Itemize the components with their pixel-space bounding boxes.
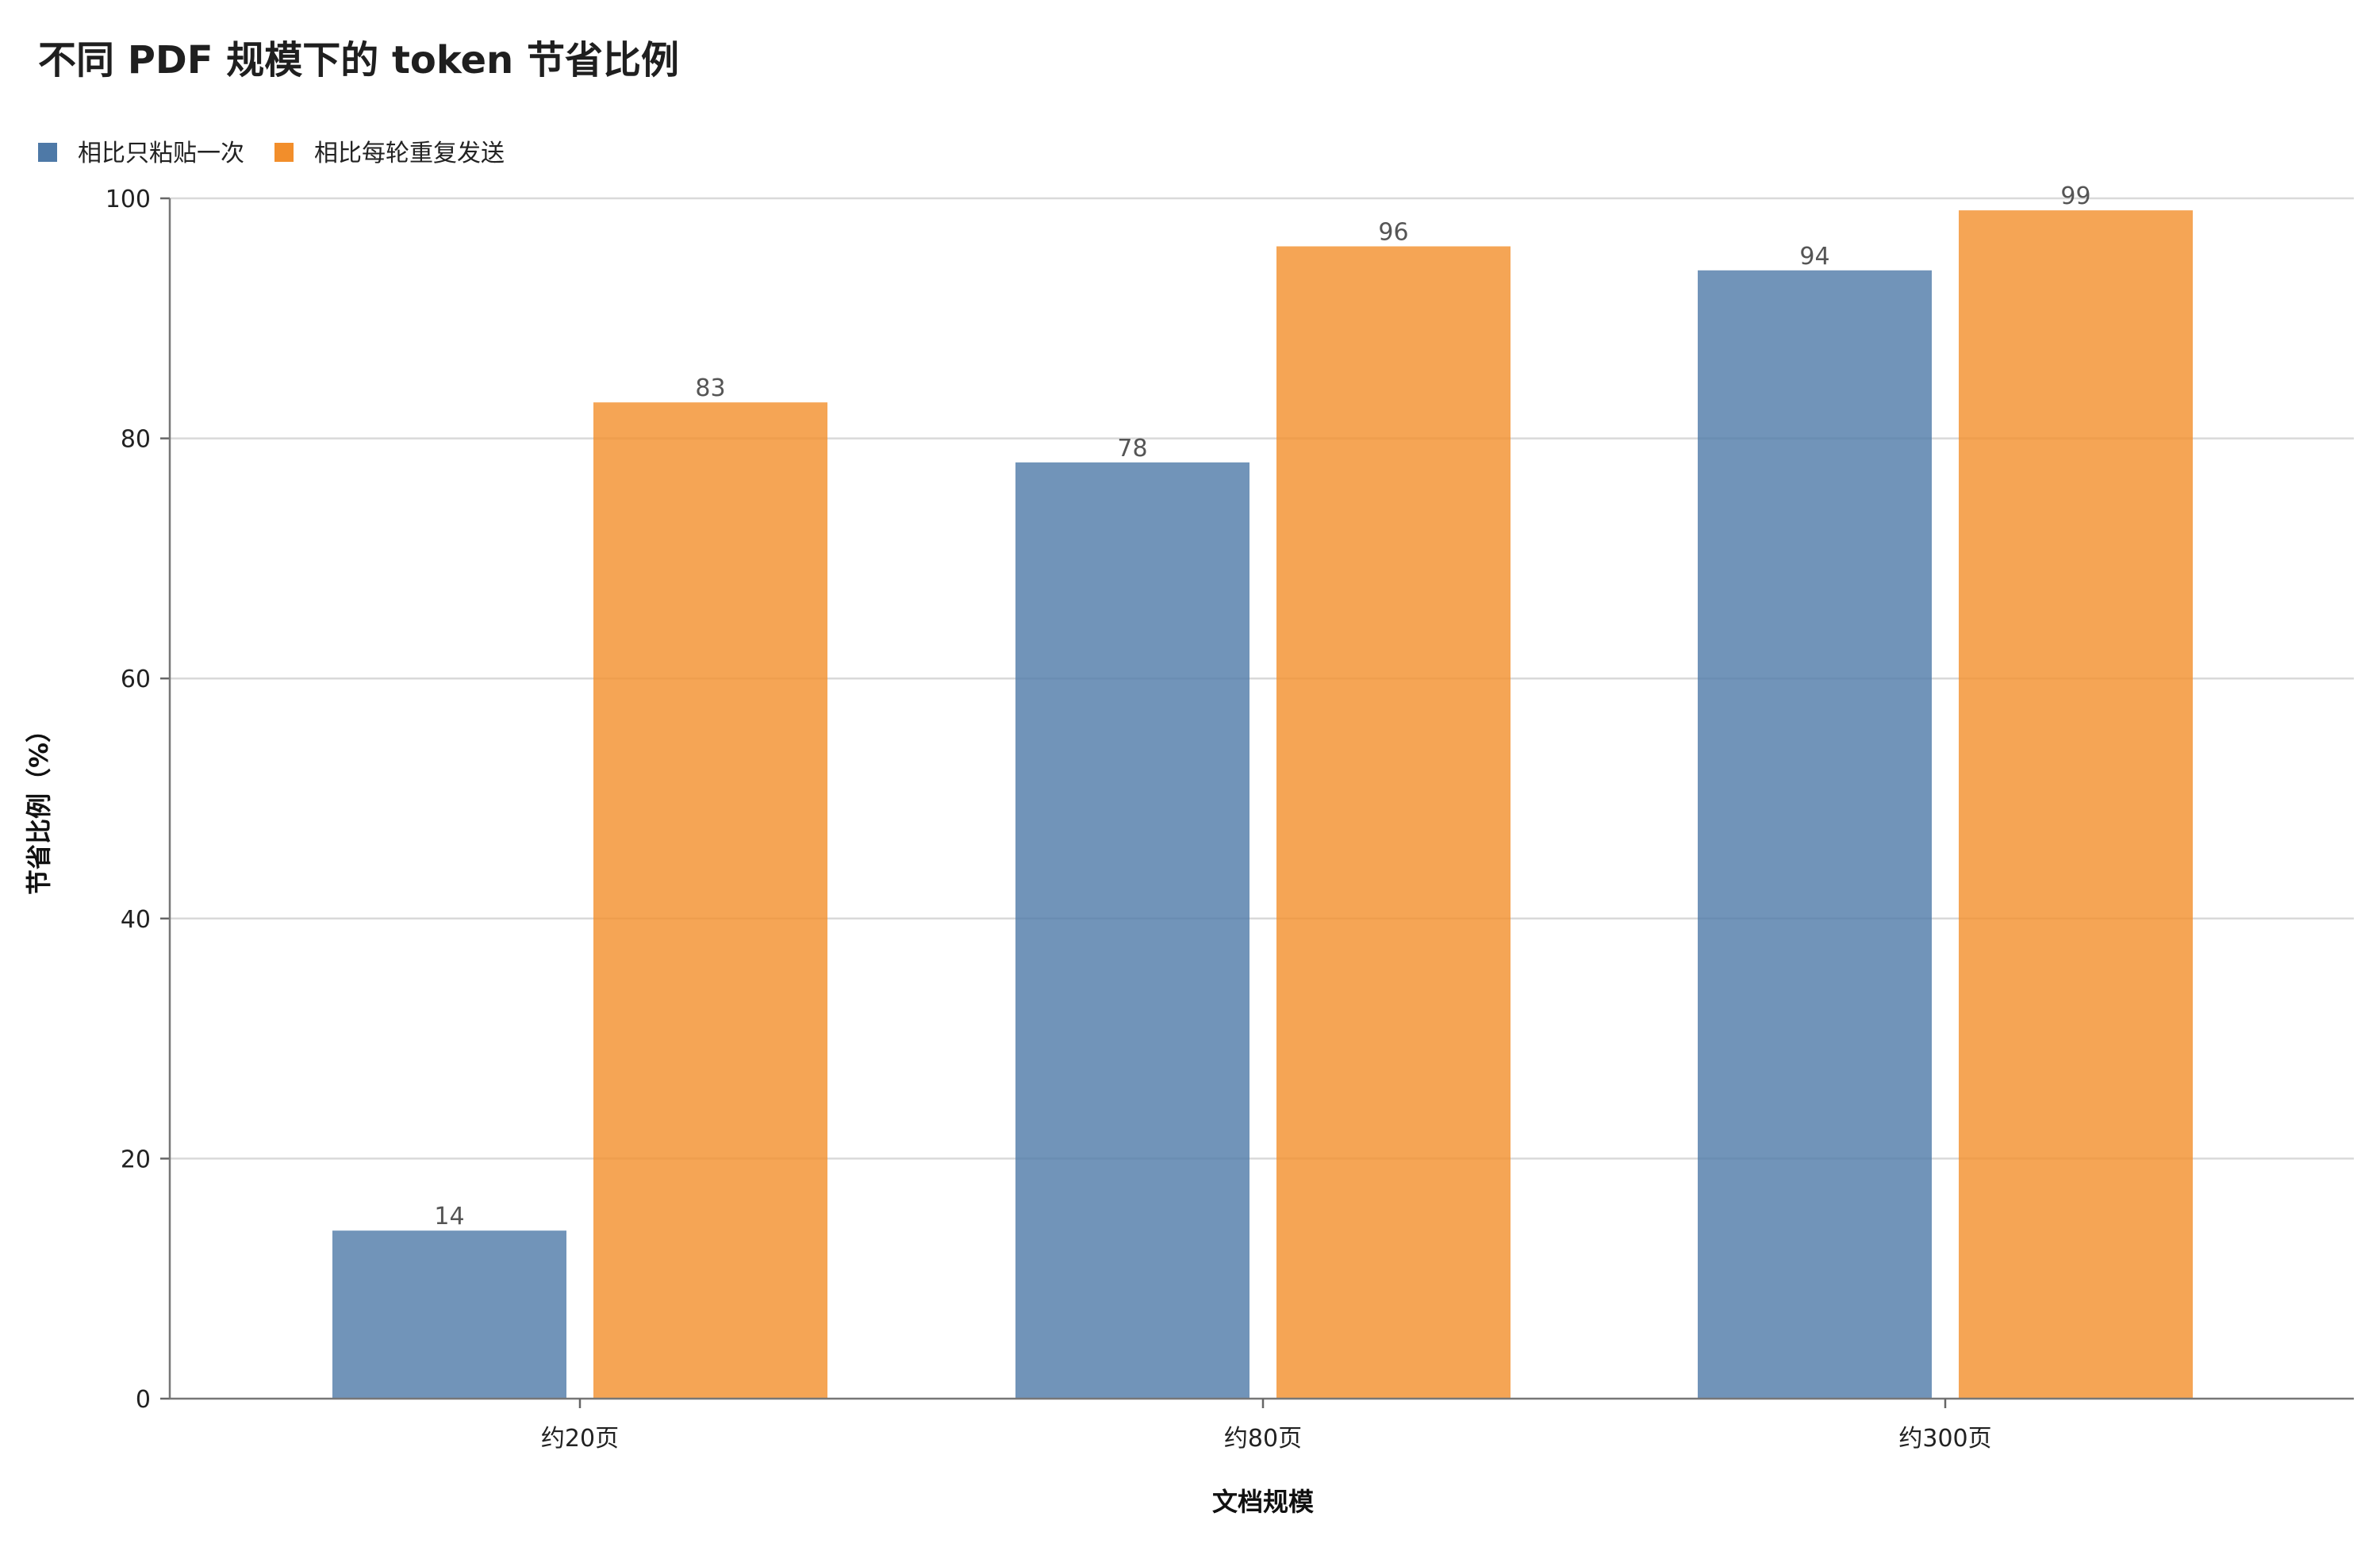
legend: 相比只粘贴一次 相比每轮重复发送 xyxy=(38,140,505,167)
legend-label: 相比只粘贴一次 xyxy=(78,140,244,167)
chart-title: 不同 PDF 规模下的 token 节省比例 xyxy=(38,38,679,83)
bar-resend-each-turn xyxy=(593,402,827,1399)
bar-resend-each-turn xyxy=(1959,210,2193,1399)
bar-paste-once xyxy=(332,1230,566,1399)
y-axis: 0 20 40 60 80 100 xyxy=(106,186,171,1414)
legend-swatch xyxy=(274,143,294,162)
bar-value-label: 14 xyxy=(434,1203,464,1230)
x-axis: 约20页 约80页 约300页 xyxy=(170,1397,2354,1453)
bar-value-label: 83 xyxy=(695,374,725,402)
y-axis-label: 节省比例（%） xyxy=(24,717,54,895)
bar-paste-once xyxy=(1015,462,1250,1399)
y-tick-label: 60 xyxy=(121,666,151,693)
legend-label: 相比每轮重复发送 xyxy=(314,140,505,167)
bar-resend-each-turn xyxy=(1276,246,1511,1399)
y-tick-label: 20 xyxy=(121,1146,151,1173)
bar-value-label: 94 xyxy=(1799,243,1829,271)
y-tick-label: 100 xyxy=(106,186,151,213)
y-tick-label: 0 xyxy=(136,1386,151,1414)
bar-paste-once xyxy=(1698,270,1932,1399)
bar-value-label: 78 xyxy=(1117,435,1147,463)
bars: 14 78 94 83 96 99 xyxy=(332,182,2193,1399)
x-tick-label: 约80页 xyxy=(1224,1425,1302,1453)
x-tick-label: 约20页 xyxy=(541,1425,619,1453)
bar-value-label: 96 xyxy=(1378,219,1408,247)
y-tick-label: 80 xyxy=(121,426,151,454)
bar-value-label: 99 xyxy=(2060,182,2090,210)
legend-swatch xyxy=(38,143,57,162)
y-tick-label: 40 xyxy=(121,906,151,934)
x-axis-label: 文档规模 xyxy=(1212,1487,1314,1517)
x-tick-label: 约300页 xyxy=(1898,1425,1991,1453)
